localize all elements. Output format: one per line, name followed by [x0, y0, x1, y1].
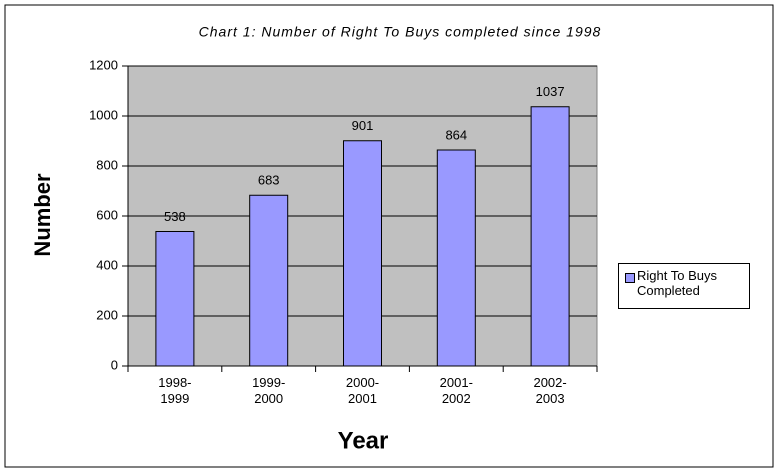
- value-label: 864: [445, 127, 467, 142]
- value-label: 901: [352, 118, 374, 133]
- x-tick-label: 2000-2001: [345, 375, 380, 406]
- bar: [436, 149, 476, 367]
- value-label: 683: [258, 173, 280, 188]
- legend: Right To Buys Completed: [618, 263, 750, 309]
- y-tick-label: 400: [96, 257, 118, 272]
- value-label: 1037: [536, 84, 565, 99]
- bar: [530, 106, 570, 367]
- x-tick-label: 1998-1999: [158, 375, 192, 406]
- x-axis-label: Year: [338, 427, 389, 454]
- y-tick-label: 1200: [89, 57, 118, 72]
- value-label: 538: [164, 209, 186, 224]
- x-tick-label: 1999-2000: [252, 375, 286, 406]
- y-tick-label: 600: [96, 207, 118, 222]
- y-tick-label: 1000: [89, 107, 118, 122]
- x-tick-label: 2002-2003: [533, 375, 567, 406]
- legend-swatch: [625, 273, 635, 283]
- bar: [155, 231, 195, 367]
- chart-title: Chart 1: Number of Right To Buys complet…: [199, 24, 602, 40]
- bar: [249, 194, 289, 367]
- y-tick-label: 800: [96, 157, 118, 172]
- y-tick-label: 200: [96, 307, 118, 322]
- y-tick-label: 0: [111, 357, 118, 372]
- y-axis-label: Number: [30, 173, 55, 257]
- x-tick-label: 2001-2002: [439, 375, 473, 406]
- bar: [343, 140, 382, 367]
- legend-label: Right To Buys Completed: [637, 268, 717, 298]
